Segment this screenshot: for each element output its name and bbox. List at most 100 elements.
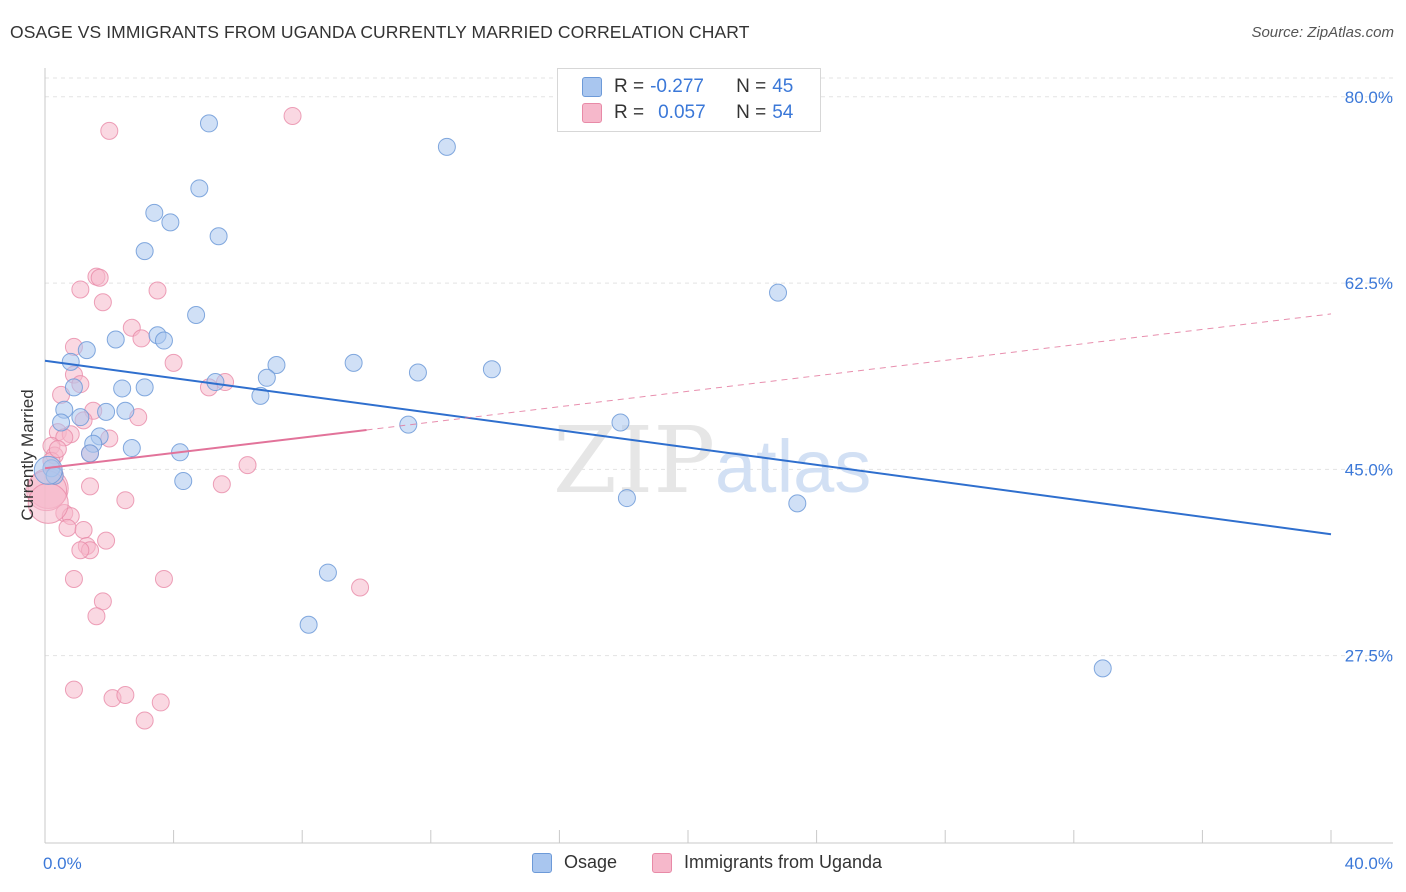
osage-point <box>482 360 501 379</box>
uganda-point <box>48 440 67 459</box>
uganda-point <box>154 569 173 588</box>
uganda-point <box>151 693 170 712</box>
uganda-point <box>135 711 154 730</box>
y-tick-label: 45.0% <box>1345 460 1393 479</box>
osage-point <box>161 213 180 232</box>
osage-point <box>97 402 116 421</box>
osage-point <box>251 386 270 405</box>
uganda-point <box>132 329 151 348</box>
uganda-point <box>71 541 90 560</box>
osage-point <box>408 363 427 382</box>
legend-item-osage[interactable]: Osage <box>532 852 617 873</box>
osage-point <box>135 242 154 261</box>
uganda-r-value: 0.057 <box>658 102 706 123</box>
osage-point <box>267 356 286 375</box>
watermark-atlas: atlas <box>715 425 871 508</box>
uganda-legend-label: Immigrants from Uganda <box>684 852 883 872</box>
uganda-trend-line <box>44 428 367 470</box>
watermark: ZIP atlas <box>553 407 871 514</box>
gridlines <box>45 77 1393 657</box>
osage-point <box>190 179 209 198</box>
uganda-n-label: N = <box>736 102 767 123</box>
uganda-point <box>97 531 116 550</box>
uganda-point <box>116 491 135 510</box>
osage-point <box>299 615 318 634</box>
correlation-legend: R = -0.277 N = 45 R = 0.057 N = 54 <box>557 68 821 132</box>
osage-point <box>145 203 164 222</box>
uganda-point <box>64 680 83 699</box>
uganda-n-value: 54 <box>772 102 794 123</box>
legend-row-uganda: R = 0.057 N = 54 <box>582 100 793 126</box>
osage-point <box>437 137 456 156</box>
uganda-point <box>351 578 370 597</box>
uganda-r-label: R = <box>614 102 645 123</box>
osage-point <box>257 368 276 387</box>
uganda-point <box>90 268 109 287</box>
uganda-point <box>164 353 183 372</box>
osage-point <box>77 341 96 360</box>
osage-point <box>611 413 630 432</box>
osage-point <box>81 444 100 463</box>
y-tick-label: 62.5% <box>1345 274 1393 293</box>
osage-legend-label: Osage <box>564 852 618 872</box>
uganda-point <box>93 592 112 611</box>
osage-point <box>52 413 71 432</box>
osage-point <box>33 455 63 485</box>
y-tick-label: 80.0% <box>1345 88 1393 107</box>
uganda-point <box>148 281 167 300</box>
osage-point <box>71 408 90 427</box>
osage-point <box>154 331 173 350</box>
source-credit: Source: ZipAtlas.com <box>1251 24 1394 41</box>
uganda-legend-swatch <box>652 852 672 873</box>
osage-n-value: 45 <box>772 76 794 97</box>
uganda-trend-extension <box>366 313 1332 431</box>
osage-point <box>344 353 363 372</box>
osage-point <box>788 494 807 513</box>
osage-point <box>187 305 206 324</box>
osage-point <box>116 401 135 420</box>
uganda-point <box>283 106 302 125</box>
trend-lines <box>44 313 1332 536</box>
legend-row-osage: R = -0.277 N = 45 <box>582 74 793 100</box>
osage-point <box>199 114 218 133</box>
osage-point <box>209 227 228 246</box>
osage-point <box>64 378 83 397</box>
osage-swatch <box>582 77 602 97</box>
uganda-point <box>100 121 119 140</box>
uganda-point <box>87 607 106 626</box>
uganda-point <box>81 477 100 496</box>
x-tick-label: 0.0% <box>43 854 82 873</box>
y-axis-label: Currently Married <box>18 389 37 521</box>
osage-point <box>318 563 337 582</box>
osage-point <box>122 439 141 458</box>
osage-point <box>1093 659 1112 678</box>
osage-point <box>399 415 418 434</box>
osage-r-label: R = <box>614 76 645 97</box>
chart-title: OSAGE VS IMMIGRANTS FROM UGANDA CURRENTL… <box>10 22 750 42</box>
osage-n-label: N = <box>736 76 767 97</box>
osage-legend-swatch <box>532 852 552 873</box>
legend-item-uganda[interactable]: Immigrants from Uganda <box>652 852 882 873</box>
osage-r-value: -0.277 <box>650 76 704 97</box>
uganda-point <box>71 280 90 299</box>
osage-point <box>174 472 193 491</box>
uganda-point <box>93 293 112 312</box>
osage-point <box>617 489 636 508</box>
tick-labels: 80.0% 62.5% 45.0% 27.5% 0.0% 40.0% <box>43 88 1393 873</box>
uganda-point <box>64 569 83 588</box>
osage-point <box>769 283 788 302</box>
osage-point <box>113 379 132 398</box>
uganda-point <box>74 521 93 540</box>
x-tick-label: 40.0% <box>1345 854 1393 873</box>
uganda-swatch <box>582 103 602 123</box>
uganda-point <box>238 456 257 475</box>
uganda-points <box>26 106 370 730</box>
uganda-point <box>58 518 77 537</box>
osage-trend-line <box>44 359 1332 536</box>
y-tick-label: 27.5% <box>1345 647 1393 666</box>
uganda-point <box>212 475 231 494</box>
osage-points <box>33 114 1112 678</box>
osage-point <box>135 378 154 397</box>
osage-point <box>61 352 80 371</box>
